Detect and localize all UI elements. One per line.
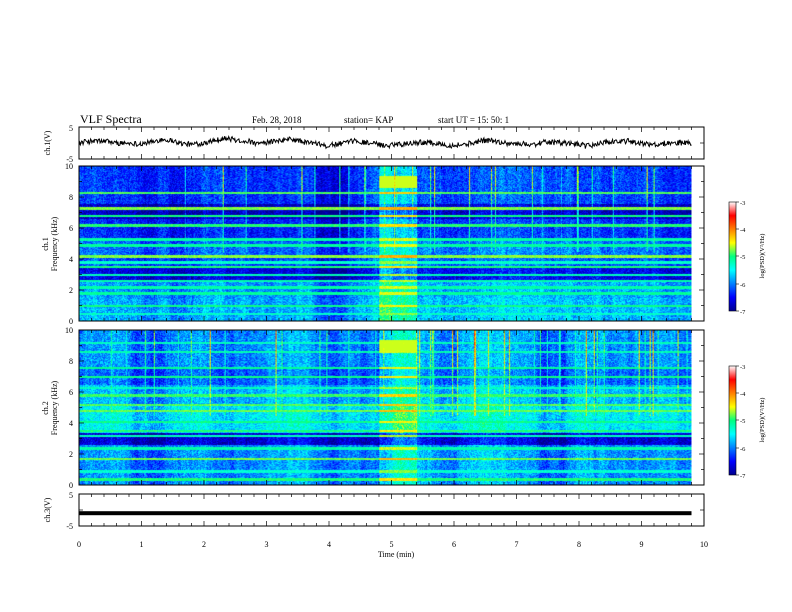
- ch1-ytick-top: 5: [69, 124, 73, 133]
- ch1-spectrogram-ticks: [78, 165, 705, 322]
- ch1-spectrogram-image: [79, 166, 692, 321]
- ch3-ytick-bottom: -5: [66, 522, 73, 531]
- station-label: station= KAP: [344, 115, 393, 125]
- ch2-spectrogram-ylabel-freq: Frequency (kHz): [50, 380, 59, 435]
- ch2-spectrogram-ylabel: ch.2: [41, 401, 50, 415]
- ch2-spec-ytick-2: 2: [69, 450, 73, 459]
- x-tick-label-5: 5: [390, 540, 394, 549]
- ch2-spectrogram-ticks: [78, 329, 705, 486]
- ch2-spec-ytick-8: 8: [69, 357, 73, 366]
- ch1-spec-ytick-4: 4: [69, 255, 73, 264]
- ch2-cb-tick-m3: -3: [740, 364, 745, 371]
- ch2-spec-ytick-0: 0: [69, 481, 73, 490]
- figure-title: VLF Spectra: [80, 112, 142, 126]
- ch1-cb-tick-m5: -5: [740, 254, 745, 261]
- ch1-cb-tick-m7: -7: [740, 309, 746, 316]
- start-time-label: start UT = 15: 50: 1: [438, 115, 509, 125]
- x-tick-label-4: 4: [327, 540, 331, 549]
- x-tick-label-10: 10: [700, 540, 708, 549]
- ch1-spec-ytick-2: 2: [69, 286, 73, 295]
- ch2-colorbar-ticks: [736, 365, 739, 476]
- date-label: Feb. 28, 2018: [252, 115, 302, 125]
- ch1-spectrogram-ylabel: ch.1: [41, 237, 50, 251]
- ch1-spectrogram-yticklabels: 0 2 4 6 8 10: [65, 162, 73, 326]
- ch1-colorbar-label: log(PSD)(V²/Hz): [759, 234, 766, 279]
- ch1-spec-ytick-8: 8: [69, 193, 73, 202]
- ch1-spec-ytick-10: 10: [65, 162, 73, 171]
- ch2-cb-tick-m4: -4: [740, 391, 746, 398]
- ch1-spectrogram-panel: 0 2 4 6 8 10 ch.1 Frequency (kHz) -3 -4 …: [41, 162, 766, 326]
- ch3-waveform-ticks: [78, 494, 705, 526]
- ch3-waveform-line: [79, 511, 692, 516]
- ch1-cb-tick-m6: -6: [740, 282, 746, 289]
- ch2-spec-ytick-4: 4: [69, 419, 73, 428]
- x-tick-label-7: 7: [515, 540, 519, 549]
- ch3-waveform-panel: 5 -5 ch.3(V): [43, 491, 705, 531]
- x-tick-label-1: 1: [140, 540, 144, 549]
- ch1-waveform-ylabel: ch.1(V): [43, 130, 52, 155]
- ch1-colorbar: [728, 201, 737, 312]
- ch1-spec-ytick-0: 0: [69, 317, 73, 326]
- x-tick-label-3: 3: [265, 540, 269, 549]
- ch1-ytick-bottom: -5: [66, 155, 73, 164]
- ch1-cb-tick-m4: -4: [740, 227, 746, 234]
- ch2-cb-tick-m7: -7: [740, 473, 746, 480]
- ch2-spec-ytick-6: 6: [69, 388, 73, 397]
- ch3-waveform-ylabel: ch.3(V): [43, 497, 52, 522]
- x-tick-label-8: 8: [577, 540, 581, 549]
- ch2-colorbar: [728, 365, 737, 476]
- ch1-waveform-ticks: [78, 127, 705, 159]
- x-axis-label: Time (min): [378, 550, 415, 559]
- ch2-spectrogram-panel: 0 2 4 6 8 10 ch.2 Frequency (kHz) -3 -4 …: [41, 326, 766, 490]
- ch2-spectrogram-image: [79, 330, 692, 485]
- x-tick-label-2: 2: [202, 540, 206, 549]
- ch2-cb-tick-m5: -5: [740, 418, 745, 425]
- ch2-spec-ytick-10: 10: [65, 326, 73, 335]
- ch2-cb-tick-m6: -6: [740, 446, 746, 453]
- x-tick-label-9: 9: [640, 540, 644, 549]
- ch1-spec-ytick-6: 6: [69, 224, 73, 233]
- ch1-cb-tick-m3: -3: [740, 200, 745, 207]
- x-tick-label-6: 6: [452, 540, 456, 549]
- ch1-spectrogram-ylabel-freq: Frequency (kHz): [50, 216, 59, 271]
- ch1-colorbar-ticks: [736, 201, 739, 312]
- x-axis-ticklabels: 0 1 2 3 4 5 6 7 8 9 10: [77, 540, 708, 549]
- ch1-waveform-panel: 5 -5 ch.1(V): [43, 124, 705, 164]
- ch2-colorbar-label: log(PSD)(V²/Hz): [759, 398, 766, 443]
- ch2-spectrogram-yticklabels: 0 2 4 6 8 10: [65, 326, 73, 490]
- x-tick-label-0: 0: [77, 540, 81, 549]
- ch3-ytick-top: 5: [69, 491, 73, 500]
- ch1-waveform-line: [78, 135, 692, 150]
